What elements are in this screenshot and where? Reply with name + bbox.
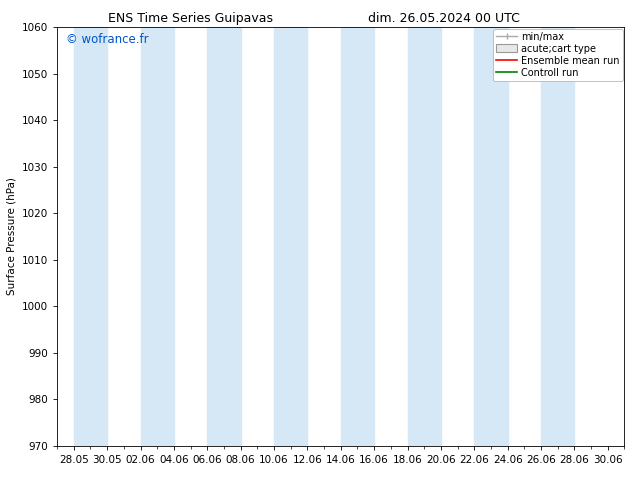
- Bar: [541, 27, 574, 446]
- Bar: [341, 27, 374, 446]
- Bar: [408, 27, 441, 446]
- Text: dim. 26.05.2024 00 UTC: dim. 26.05.2024 00 UTC: [368, 12, 520, 25]
- Y-axis label: Surface Pressure (hPa): Surface Pressure (hPa): [6, 177, 16, 295]
- Bar: [141, 27, 174, 446]
- Bar: [474, 27, 508, 446]
- Bar: [74, 27, 107, 446]
- Bar: [207, 27, 241, 446]
- Legend: min/max, acute;cart type, Ensemble mean run, Controll run: min/max, acute;cart type, Ensemble mean …: [493, 29, 623, 80]
- Bar: [274, 27, 307, 446]
- Text: © wofrance.fr: © wofrance.fr: [65, 33, 148, 46]
- Text: ENS Time Series Guipavas: ENS Time Series Guipavas: [108, 12, 273, 25]
